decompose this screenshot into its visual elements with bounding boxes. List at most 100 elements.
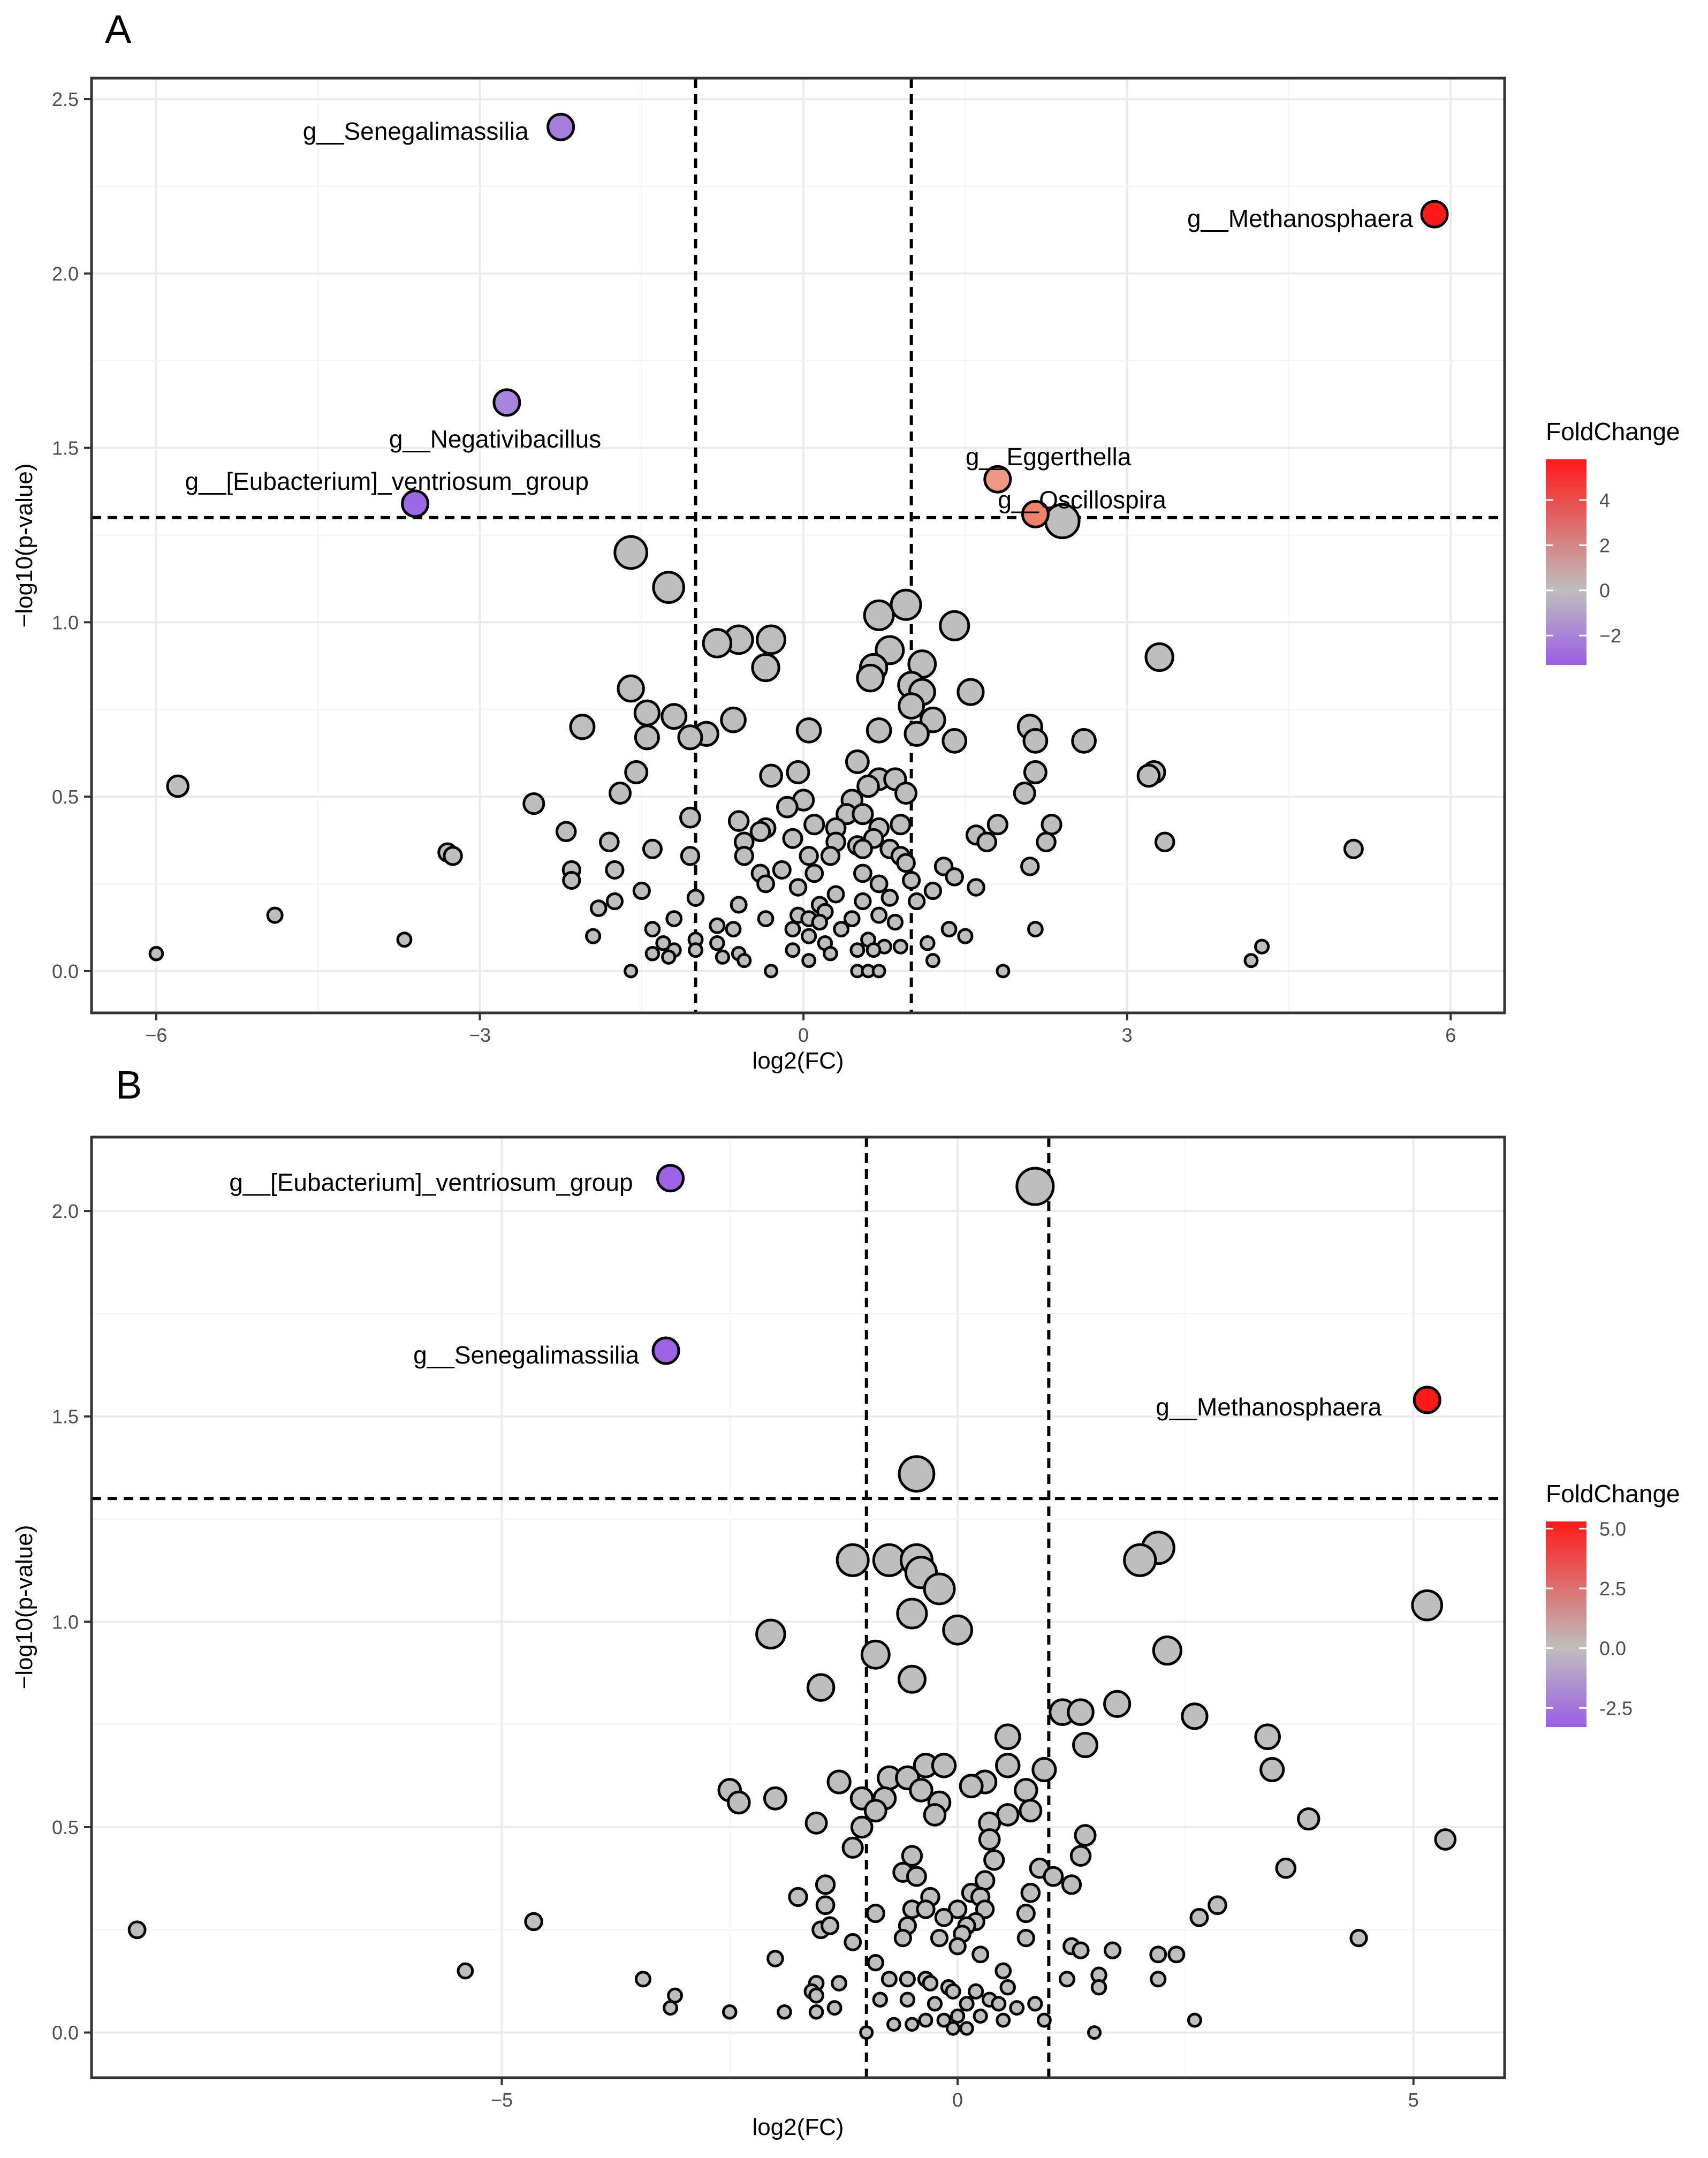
data-point (1071, 728, 1097, 754)
data-point (923, 1803, 947, 1827)
data-point (1103, 1690, 1132, 1718)
data-point (930, 1929, 949, 1948)
data-point (148, 945, 164, 961)
data-point (1243, 953, 1259, 968)
y-tick-label: 1.0 (52, 1611, 79, 1633)
data-point (1069, 1845, 1092, 1867)
data-point (853, 864, 872, 883)
data-point (945, 1983, 961, 2000)
panel-b-point-labels: g__[Eubacterium]_ventriosum_group g__Sene… (229, 1169, 1381, 1421)
data-point (1208, 1895, 1227, 1915)
data-point (957, 678, 985, 706)
data-point (808, 1987, 824, 2004)
data-point (836, 1543, 870, 1577)
data-point (859, 2025, 874, 2040)
data-point (899, 1992, 916, 2008)
point-label: g__[Eubacterium]_ventriosum_group (229, 1169, 633, 1197)
x-tick-label: 0 (798, 1024, 809, 1046)
data-point (1259, 1757, 1285, 1783)
data-point (945, 867, 964, 887)
data-point (1154, 831, 1175, 853)
panel-a-x-label: log2(FC) (752, 1048, 844, 1074)
data-point (906, 1866, 927, 1887)
data-point (772, 860, 792, 880)
panel-a-points (148, 503, 1364, 979)
data-point (737, 953, 752, 968)
data-point (1016, 1904, 1036, 1924)
data-point (1020, 1882, 1041, 1903)
data-point (967, 878, 985, 897)
data-point (826, 885, 845, 904)
x-tick-label: 3 (1122, 1024, 1133, 1046)
data-point (1072, 1732, 1099, 1759)
panel-a-colorbar-ticks: 4 2 0 −2 (1546, 489, 1621, 647)
data-point (831, 1975, 848, 1992)
data-point (890, 588, 922, 621)
data-point (939, 610, 970, 641)
point-label: g__Methanosphaera (1187, 205, 1413, 232)
data-point (872, 1992, 889, 2008)
data-point (686, 889, 705, 907)
data-point (1144, 642, 1174, 672)
data-point (642, 838, 663, 859)
panel-b-threshold-lines (92, 1137, 1505, 2078)
data-point (1036, 831, 1057, 853)
data-point (522, 792, 545, 815)
data-point (766, 1950, 784, 1967)
data-point (1058, 1971, 1075, 1988)
data-point (457, 1962, 474, 1980)
panel-b-legend-title: FoldChange (1546, 1480, 1680, 1508)
data-point (443, 846, 463, 866)
data-point (1074, 1824, 1097, 1847)
data-point (1254, 938, 1270, 955)
data-point (585, 928, 602, 944)
data-point (968, 1983, 984, 2000)
data-point (898, 692, 925, 720)
data-point (808, 2004, 824, 2020)
data-point (756, 874, 775, 894)
panel-b-legend: FoldChange 5.0 2.5 0.0 -2.5 (1546, 1480, 1680, 1727)
data-point (1187, 2012, 1202, 2028)
x-tick-label: −5 (491, 2089, 513, 2111)
data-point (918, 2012, 933, 2028)
data-point (730, 896, 748, 914)
data-point (734, 846, 754, 866)
data-point (632, 881, 651, 900)
y-tick-label: 1.5 (52, 1406, 79, 1428)
data-point (524, 1912, 543, 1932)
data-point (945, 2021, 961, 2036)
data-point (679, 806, 701, 829)
data-point (599, 831, 620, 853)
data-point (890, 814, 912, 836)
data-point (959, 2021, 974, 2036)
panel-a-point-labels: g__Senegalimassilia g__Methanosphaera g__N… (185, 117, 1414, 513)
labeled-data-point (1413, 1385, 1441, 1414)
panel-b-frame (90, 1135, 1506, 2079)
data-point (722, 2004, 738, 2020)
labeled-data-point (546, 112, 575, 141)
data-point (942, 1614, 973, 1646)
data-point (893, 1929, 912, 1948)
data-point (680, 846, 701, 866)
data-point (852, 803, 874, 826)
panel-b-label: B (116, 1063, 142, 1107)
data-point (971, 1945, 990, 1964)
data-point (617, 674, 645, 703)
data-point (1015, 1167, 1055, 1206)
data-point (999, 1979, 1016, 1996)
colorbar-tick-label: 0.0 (1599, 1638, 1626, 1660)
y-tick-label: 2.0 (52, 263, 79, 285)
y-tick-label: 0.0 (52, 2022, 79, 2044)
data-point (1150, 1971, 1167, 1988)
data-point (1067, 1698, 1095, 1726)
y-tick-label: 2.0 (52, 1200, 79, 1222)
data-point (892, 938, 909, 955)
data-point (1167, 1945, 1186, 1964)
point-label: g__Oscillospira (998, 486, 1166, 513)
data-point (688, 942, 703, 958)
data-point (1123, 1543, 1157, 1577)
data-point (396, 932, 413, 948)
data-point (1027, 1996, 1043, 2012)
y-tick-label: 0.0 (52, 960, 79, 982)
panel-a-y-label: −log10(p-value) (11, 464, 37, 628)
